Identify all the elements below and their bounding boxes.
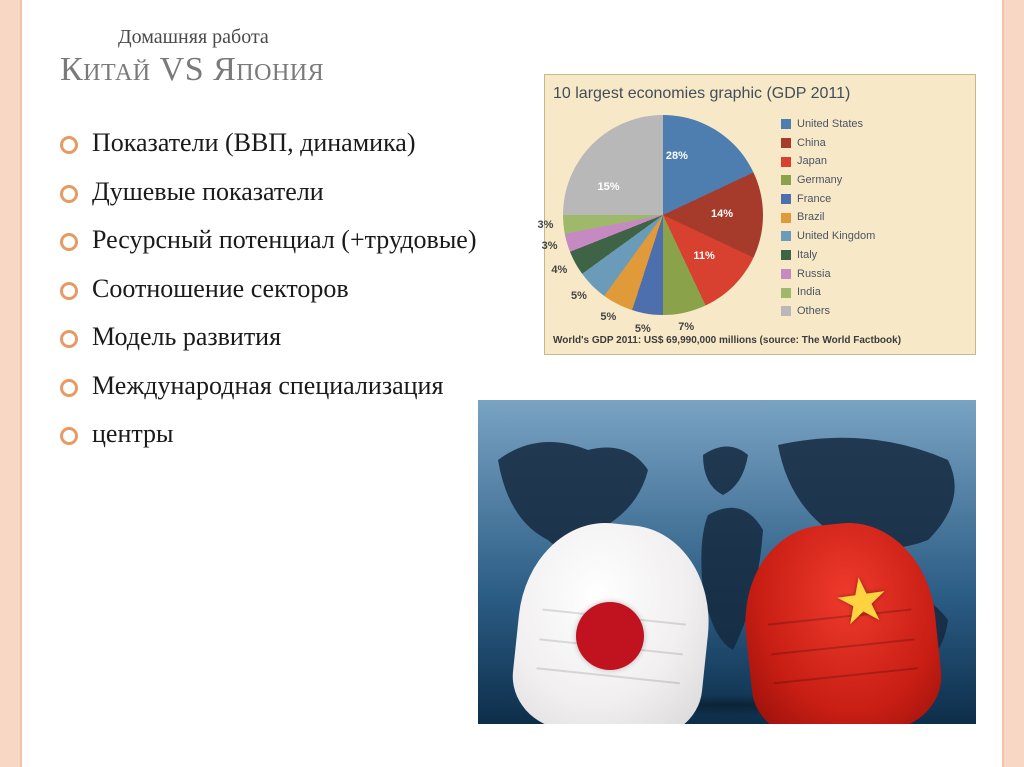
legend-item: Germany (781, 171, 875, 190)
legend-swatch (781, 269, 791, 279)
accent-bar-right (1002, 0, 1024, 767)
china-fist: ★ (746, 524, 936, 724)
legend-swatch (781, 213, 791, 223)
list-item: Соотношение секторов (60, 273, 480, 306)
legend-swatch (781, 250, 791, 260)
pie-chart-panel: 10 largest economies graphic (GDP 2011) … (544, 74, 976, 355)
pretitle: Домашняя работа (118, 26, 984, 49)
legend-label: Russia (797, 265, 831, 284)
legend-label: Italy (797, 246, 817, 265)
legend-item: India (781, 283, 875, 302)
legend-label: United States (797, 115, 863, 134)
legend-swatch (781, 138, 791, 148)
legend-item: Italy (781, 246, 875, 265)
legend-item: Others (781, 302, 875, 321)
legend-label: France (797, 190, 831, 209)
list-item: Показатели (ВВП, динамика) (60, 127, 480, 160)
legend-swatch (781, 175, 791, 185)
pie-slice-label: 15% (598, 181, 620, 193)
pie-slice-label: 28% (666, 150, 688, 162)
legend-label: Japan (797, 152, 827, 171)
list-item: центры (60, 418, 480, 451)
japan-fist (518, 524, 708, 724)
pie-slice-label: 3% (538, 219, 554, 231)
pie-slice-label: 5% (571, 290, 587, 302)
legend-item: Brazil (781, 208, 875, 227)
list-item: Ресурсный потенциал (+трудовые) (60, 224, 480, 257)
pie-slice-label: 14% (711, 208, 733, 220)
legend-swatch (781, 119, 791, 129)
legend-item: United States (781, 115, 875, 134)
legend-label: India (797, 283, 821, 302)
fists-illustration: ★ (478, 400, 976, 724)
japan-flag-circle (576, 602, 644, 670)
accent-bar-left (0, 0, 22, 767)
legend-item: China (781, 134, 875, 153)
list-item: Международная специализация (60, 370, 480, 403)
legend-item: Japan (781, 152, 875, 171)
legend-item: United Kingdom (781, 227, 875, 246)
china-flag-star: ★ (830, 560, 895, 641)
bullet-list: Показатели (ВВП, динамика) Душевые показ… (60, 127, 480, 451)
pie-chart: 28%14%11%7%5%5%5%4%3%3%15% (553, 109, 773, 329)
legend-label: China (797, 134, 826, 153)
pie-slice-label: 4% (551, 264, 567, 276)
pie-slice-label: 5% (600, 311, 616, 323)
legend-swatch (781, 288, 791, 298)
legend-label: Brazil (797, 208, 825, 227)
list-item: Модель развития (60, 321, 480, 354)
chart-caption: World's GDP 2011: US$ 69,990,000 million… (553, 335, 967, 346)
legend-item: France (781, 190, 875, 209)
legend-item: Russia (781, 265, 875, 284)
legend-label: Others (797, 302, 830, 321)
pie-slice-label: 7% (678, 321, 694, 333)
pie-slice-label: 3% (542, 240, 558, 252)
legend-swatch (781, 194, 791, 204)
list-item: Душевые показатели (60, 176, 480, 209)
legend-label: United Kingdom (797, 227, 875, 246)
legend-swatch (781, 306, 791, 316)
chart-legend: United StatesChinaJapanGermanyFranceBraz… (781, 109, 875, 329)
chart-title: 10 largest economies graphic (GDP 2011) (553, 85, 967, 103)
pie-slice-label: 5% (635, 323, 651, 335)
legend-label: Germany (797, 171, 842, 190)
pie-slice-label: 11% (693, 250, 714, 262)
legend-swatch (781, 231, 791, 241)
legend-swatch (781, 157, 791, 167)
